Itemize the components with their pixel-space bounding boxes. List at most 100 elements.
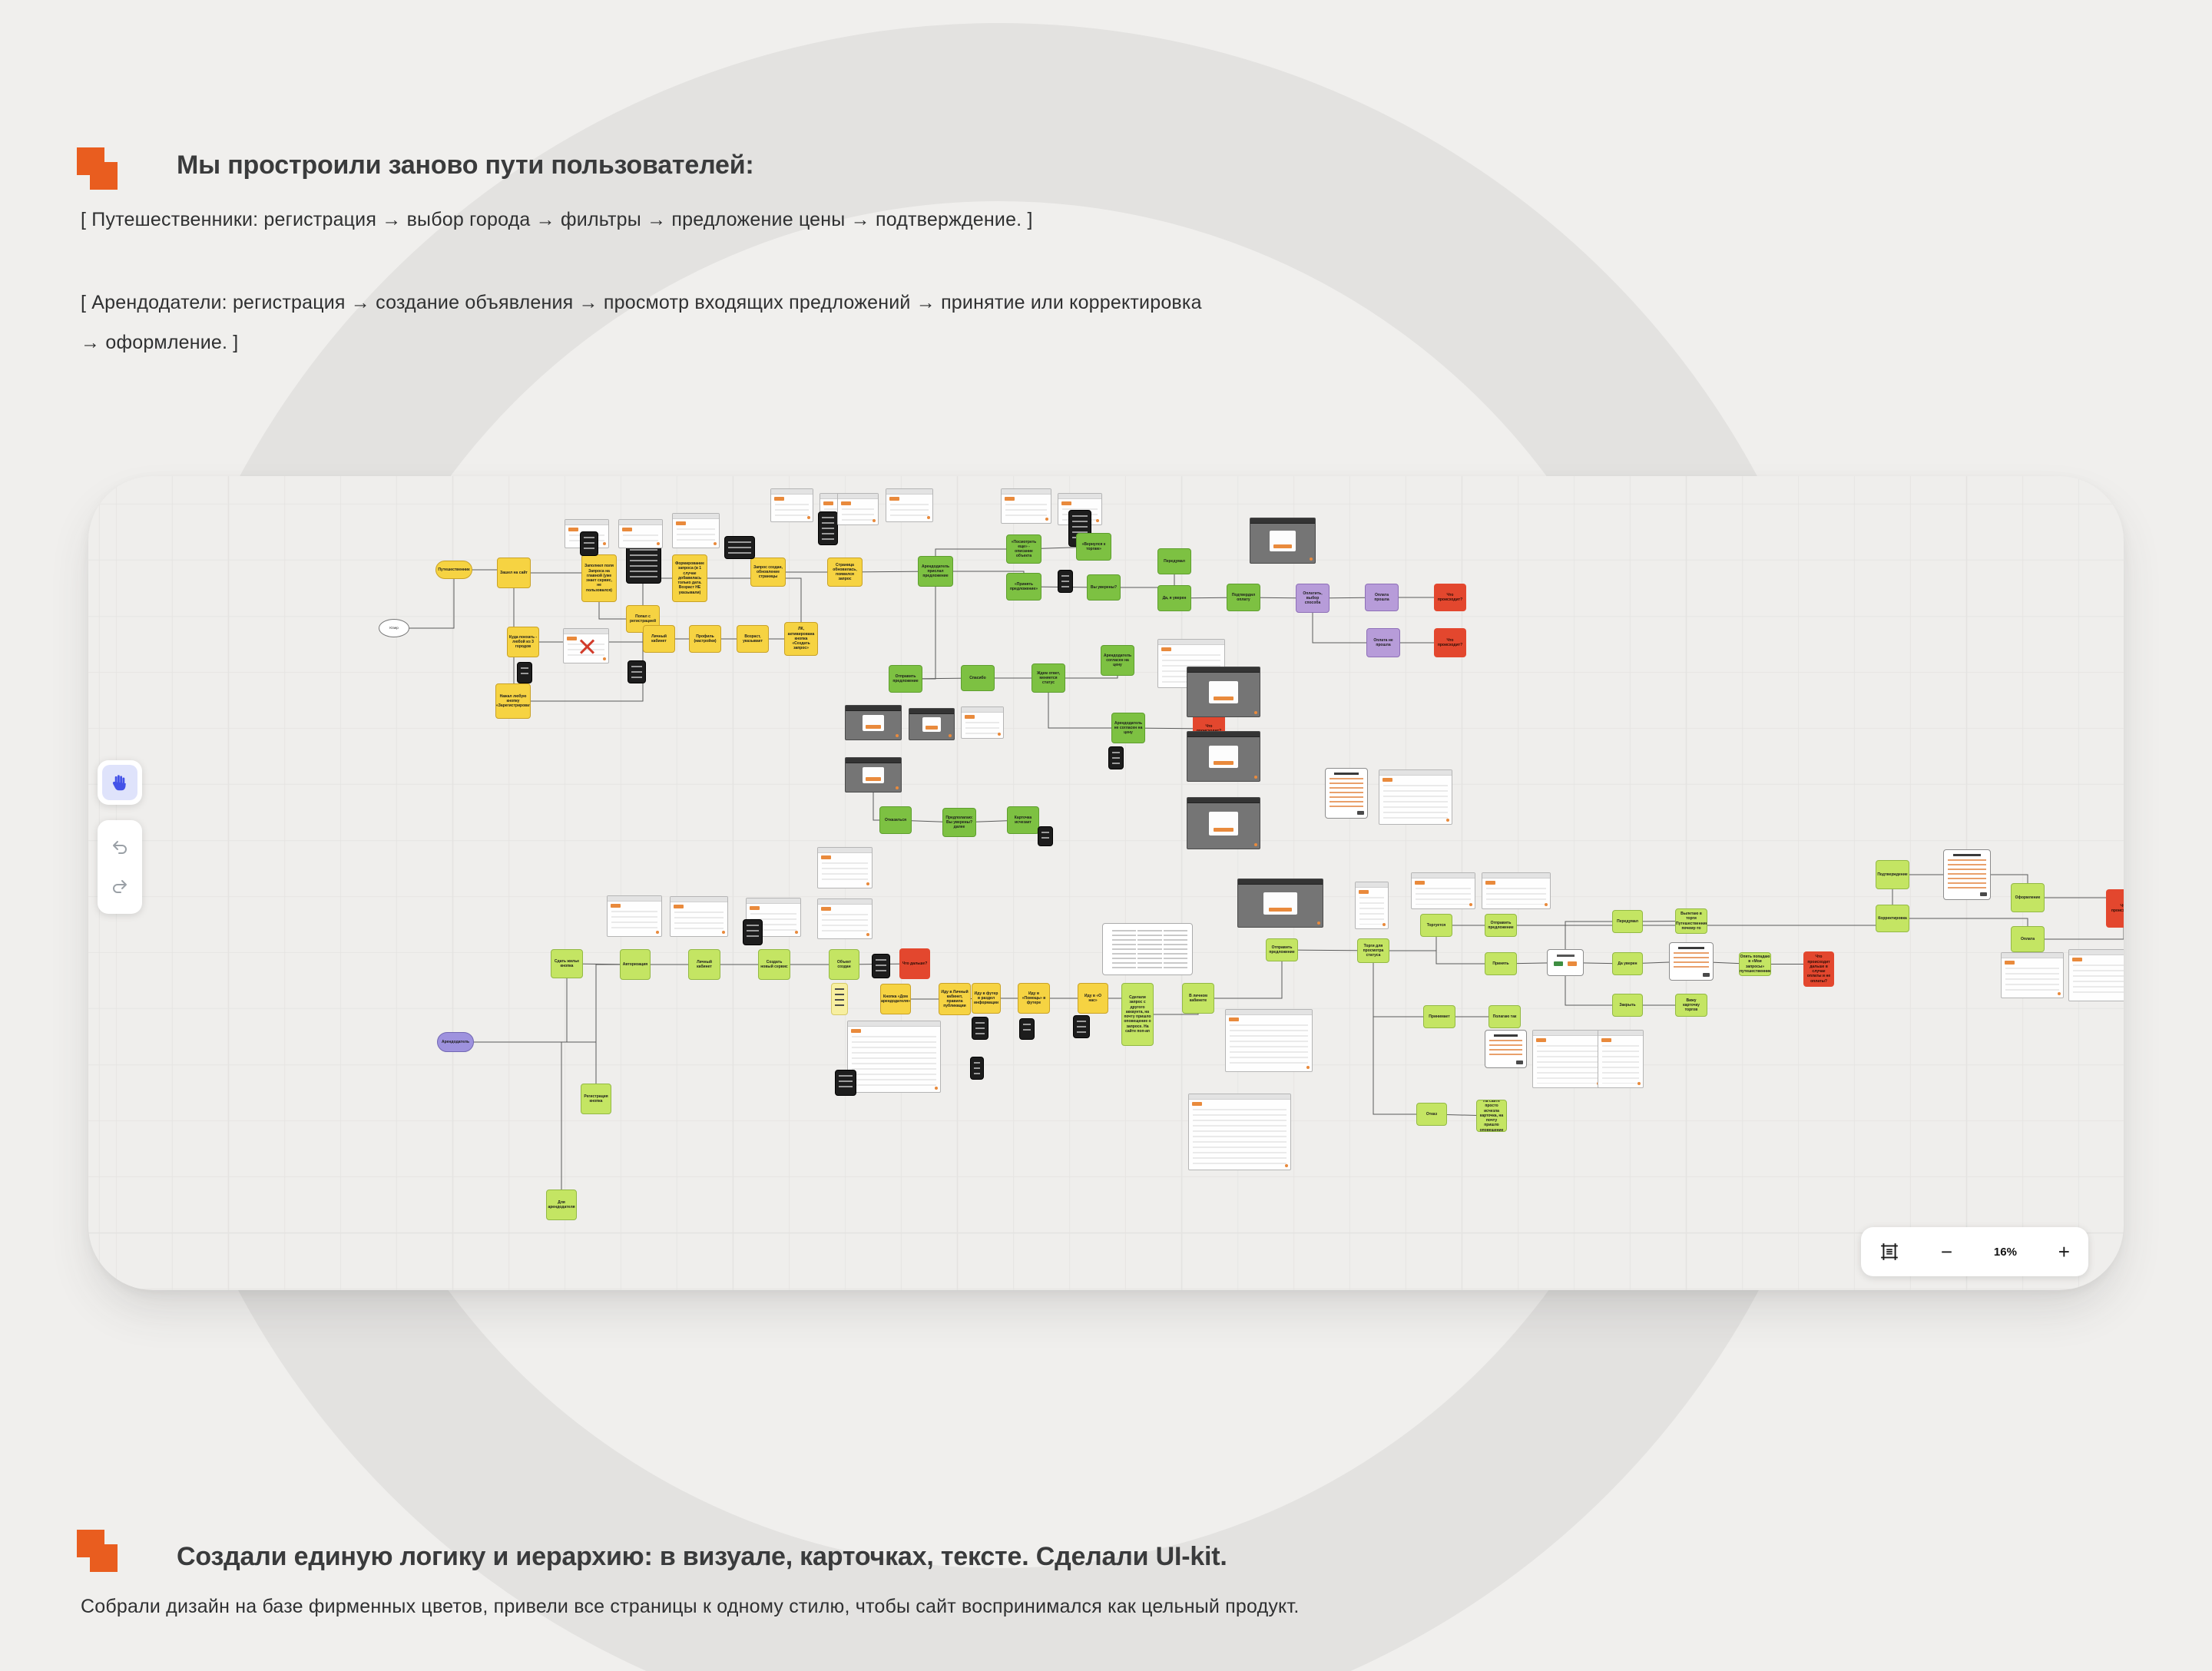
sticky-note[interactable]: Подтвердил оплату — [1227, 584, 1260, 611]
sticky-note[interactable]: Подтверждение — [1876, 860, 1909, 889]
screenshot-thumbnail[interactable] — [1001, 488, 1051, 524]
dark-note-card[interactable] — [1019, 1018, 1035, 1040]
screenshot-thumbnail[interactable] — [1482, 872, 1551, 909]
zoom-in-button[interactable]: + — [2058, 1240, 2070, 1263]
sticky-note[interactable]: Да, я уверен — [1157, 585, 1191, 611]
sticky-note[interactable]: Арендодатель не согласен на цену — [1111, 713, 1145, 743]
screenshot-thumbnail[interactable] — [2068, 949, 2124, 1001]
screenshot-thumbnail[interactable] — [2001, 952, 2064, 998]
sticky-note[interactable]: Оплата прошла — [1365, 584, 1399, 611]
screenshot-thumbnail-dark[interactable] — [1187, 667, 1260, 717]
start-pill[interactable]: Арендодатель — [437, 1032, 474, 1052]
sticky-note[interactable]: Что происходит? — [1434, 584, 1466, 611]
white-note-card[interactable] — [1669, 942, 1714, 981]
screenshot-thumbnail[interactable] — [670, 896, 728, 937]
sticky-note[interactable]: Оформление — [2011, 883, 2045, 912]
dark-note-card[interactable] — [1108, 746, 1124, 769]
sticky-note[interactable]: Оплата не прошла — [1366, 628, 1400, 657]
dark-note-card[interactable] — [972, 1017, 988, 1040]
sticky-note[interactable]: Отправить предложение — [1485, 914, 1517, 937]
white-note-card[interactable] — [1943, 849, 1991, 900]
screenshot-thumbnail-dark[interactable] — [845, 705, 902, 740]
screenshot-thumbnail[interactable] — [672, 513, 720, 548]
sticky-note[interactable]: Для арендодателя — [546, 1190, 577, 1220]
sticky-note[interactable]: Возраст, указывает — [737, 625, 769, 653]
screenshot-thumbnail[interactable] — [817, 847, 873, 888]
sticky-note[interactable]: Вы уверены? — [1087, 574, 1121, 601]
start-pill[interactable]: Путешественник — [435, 561, 472, 579]
screenshot-thumbnail[interactable] — [1355, 882, 1389, 929]
sticky-note[interactable]: Ждем ответ, меняется статус — [1031, 663, 1065, 693]
screenshot-thumbnail-dark[interactable] — [1187, 731, 1260, 782]
dark-note-card[interactable] — [724, 536, 755, 559]
sticky-note[interactable]: Зашел на сайт — [497, 558, 531, 588]
dark-note-card[interactable] — [872, 954, 890, 978]
screenshot-thumbnail-dark[interactable] — [909, 708, 955, 740]
zoom-out-button[interactable]: − — [1940, 1240, 1953, 1263]
screenshot-thumbnail[interactable] — [817, 898, 873, 939]
sticky-note[interactable]: Иду в «О нас» — [1078, 983, 1108, 1014]
sticky-note[interactable]: Да уверен — [1612, 952, 1643, 975]
screenshot-thumbnail[interactable] — [1532, 1030, 1603, 1088]
dark-note-card[interactable] — [1038, 826, 1053, 846]
sticky-note[interactable]: Личный кабинет — [643, 625, 675, 653]
hand-tool-button[interactable] — [98, 760, 142, 805]
sticky-note[interactable]: Отказ — [1416, 1103, 1447, 1126]
sticky-note[interactable]: Торги для просмотра статуса — [1357, 938, 1389, 963]
screenshot-thumbnail[interactable] — [847, 1021, 941, 1093]
screenshot-thumbnail[interactable] — [886, 488, 933, 522]
white-note-card[interactable] — [1485, 1030, 1527, 1068]
sticky-note[interactable]: Торгуется — [1420, 914, 1452, 937]
screenshot-thumbnail[interactable] — [770, 488, 813, 522]
dark-note-card[interactable] — [580, 531, 598, 556]
sticky-note[interactable]: Сделали запрос с другого аккаунта, на по… — [1121, 983, 1154, 1046]
lined-sticky-note[interactable] — [831, 983, 848, 1015]
zoom-level-value[interactable]: 16% — [1993, 1245, 2017, 1259]
screenshot-thumbnail[interactable] — [1598, 1030, 1644, 1088]
sticky-note[interactable]: Корректировка — [1876, 905, 1909, 932]
sticky-note[interactable]: Арендодатель согласен на цену — [1101, 645, 1134, 676]
sticky-note[interactable]: В личном кабинете — [1182, 983, 1214, 1014]
sticky-note[interactable]: Отправить предложение — [889, 665, 922, 693]
screenshot-thumbnail[interactable] — [837, 493, 879, 525]
sticky-note[interactable]: Передумал — [1157, 548, 1191, 574]
dark-note-card[interactable] — [835, 1070, 856, 1096]
sticky-note[interactable]: «Посмотреть еще» - описание объекта — [1006, 534, 1041, 564]
sticky-note[interactable]: Формирование запроса (в 1 случае добавил… — [672, 554, 707, 602]
sticky-note[interactable]: Арендодатель прислал предложение — [918, 556, 953, 587]
dark-note-card[interactable] — [1058, 570, 1073, 593]
sticky-note[interactable]: Отказаться — [879, 806, 912, 834]
sticky-note[interactable]: Объект создан — [829, 949, 859, 980]
sticky-note[interactable]: Вижу карточку торгов — [1675, 994, 1707, 1017]
three-column-note[interactable] — [1102, 923, 1193, 975]
sticky-note[interactable]: Принять — [1485, 952, 1517, 975]
screenshot-thumbnail-crossed[interactable] — [563, 628, 609, 663]
sticky-note[interactable]: Спасибо — [961, 665, 995, 691]
sticky-note[interactable]: Что дальше? — [899, 948, 930, 979]
start-node[interactable]: Юзер — [379, 619, 409, 637]
figjam-board-canvas[interactable]: Юзер Путешественник Зашел на сайт Заполнил … — [88, 476, 2124, 1290]
white-note-card[interactable] — [1325, 768, 1368, 819]
dark-note-card[interactable] — [517, 662, 532, 683]
sticky-note[interactable]: Вылетаю в торги Путешественника почему-т… — [1675, 908, 1707, 934]
screenshot-thumbnail-dark[interactable] — [1250, 518, 1316, 564]
sticky-note[interactable]: Что происходит дальше в случае оплаты и … — [1803, 951, 1834, 987]
sticky-note[interactable]: Передумал — [1612, 910, 1643, 933]
screenshot-thumbnail[interactable] — [607, 895, 662, 937]
screenshot-thumbnail-dark[interactable] — [1237, 879, 1323, 928]
screenshot-thumbnail[interactable] — [961, 706, 1004, 739]
sticky-note[interactable]: Запрос создан, обновление страницы — [750, 558, 786, 587]
sticky-note[interactable]: Кнопка «Дом арендодателя» — [880, 984, 911, 1014]
sticky-note[interactable]: Иду в футер в раздел информации — [972, 983, 1001, 1014]
sticky-note[interactable]: Куда поехать - любой из 3 городов — [507, 627, 539, 657]
dialog-thumbnail[interactable] — [1547, 949, 1584, 976]
dark-note-card[interactable] — [628, 660, 646, 683]
sticky-note[interactable]: Опять попадаю в «Мои запросы» путешестве… — [1739, 952, 1771, 976]
screenshot-thumbnail[interactable] — [618, 519, 663, 548]
sticky-note[interactable]: Страница обновилась, появился запрос — [827, 558, 863, 587]
dark-note-card[interactable] — [970, 1057, 984, 1080]
sticky-note[interactable]: Отправить предложение — [1266, 938, 1298, 961]
sticky-note[interactable]: Предполагаю: Вы уверены? далее — [942, 808, 976, 837]
sticky-note[interactable]: Оплата — [2011, 926, 2045, 952]
sticky-note[interactable]: Нажал любую кнопку «Зарегистрироваться» — [495, 683, 531, 719]
